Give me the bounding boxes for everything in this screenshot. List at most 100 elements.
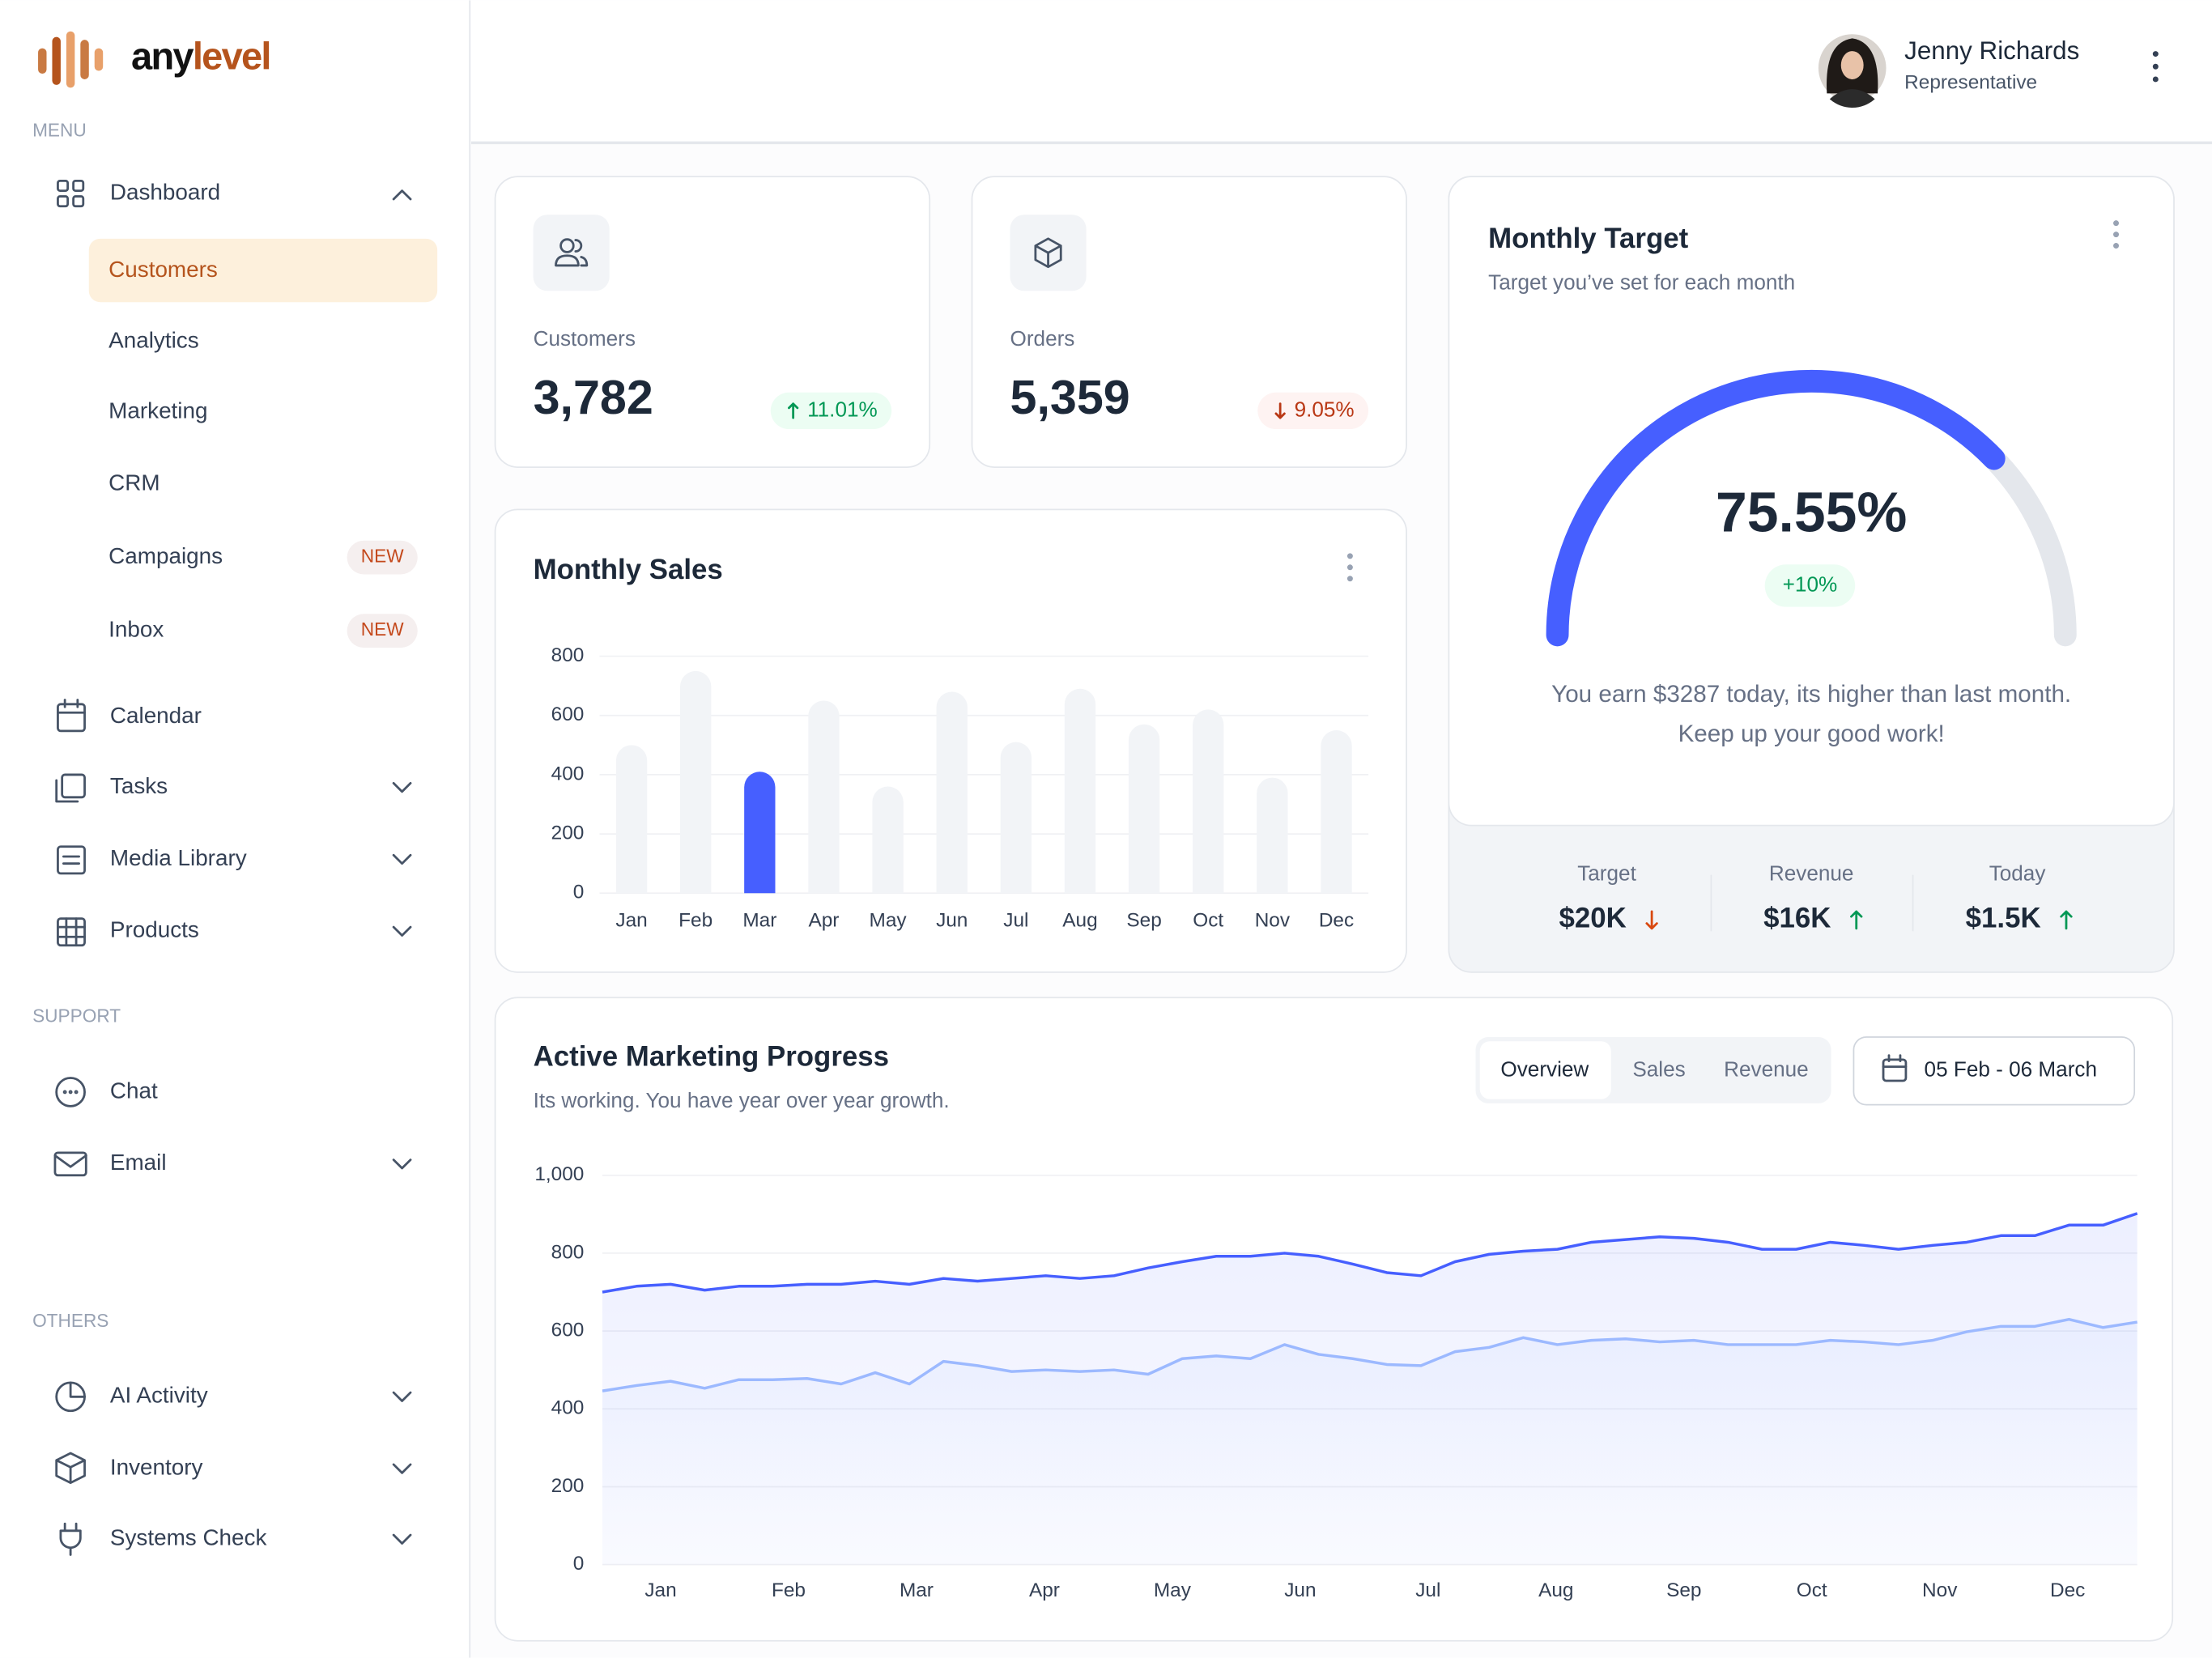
- y-tick-label: 200: [551, 1475, 585, 1497]
- chevron[interactable]: [392, 1391, 412, 1402]
- chevron[interactable]: [392, 925, 412, 937]
- x-tick-label: Dec: [1319, 910, 1354, 932]
- nav-item[interactable]: Systems Check: [110, 1525, 267, 1550]
- badge-text: 11.01%: [807, 397, 878, 421]
- x-tick-label: Mar: [742, 910, 776, 932]
- logo-mark: [38, 31, 104, 88]
- nav-item[interactable]: Products: [110, 917, 199, 942]
- bar: [744, 772, 776, 894]
- icon: [57, 699, 86, 733]
- nav-subitem[interactable]: Marketing: [108, 397, 207, 423]
- stat-card: Orders 5,359 9.05%: [971, 176, 1407, 468]
- nav-subitem[interactable]: Campaigns: [108, 543, 223, 568]
- nav-item[interactable]: Tasks: [110, 773, 168, 798]
- active-pill: [88, 238, 438, 303]
- chart-title: Monthly Sales: [534, 554, 723, 585]
- nav-item[interactable]: Media Library: [110, 845, 247, 870]
- x-tick-label: May: [870, 910, 908, 932]
- user-name: Jenny Richards: [1904, 36, 2079, 65]
- stat-change: 9.05%: [1257, 392, 1369, 430]
- line: [602, 1317, 2138, 1392]
- stat-label: Customers: [534, 326, 636, 351]
- stat-value: 3,782: [534, 370, 653, 424]
- y-tick-label: 200: [551, 823, 585, 844]
- x-tick-label: Apr: [1029, 1579, 1060, 1601]
- header-bg: [470, 0, 2212, 143]
- nav-item[interactable]: Inventory: [110, 1455, 203, 1480]
- card-inner: [1448, 176, 2175, 827]
- menu-dots[interactable]: [2113, 220, 2120, 249]
- date-range[interactable]: 05 Feb - 06 March: [1925, 1057, 2097, 1082]
- chevron[interactable]: [392, 781, 412, 793]
- x-tick-label: Aug: [1538, 1579, 1573, 1601]
- tab[interactable]: Revenue: [1724, 1057, 1809, 1082]
- summary-label: Revenue: [1769, 861, 1854, 886]
- bar: [1064, 688, 1096, 894]
- nav-subitem[interactable]: Customers: [108, 257, 218, 282]
- x-tick-label: Jul: [1003, 910, 1028, 932]
- nav-item[interactable]: Calendar: [110, 703, 202, 728]
- menu-dots[interactable]: [2152, 51, 2159, 83]
- monthly-sales-card: Monthly Sales 0 200 400 600 800 Jan Feb Mar Apr M…: [494, 508, 1407, 973]
- summary-label: Today: [1989, 861, 2047, 886]
- header: Jenny Richards Representative: [470, 0, 2212, 145]
- brand-first: any: [131, 35, 194, 78]
- nav-item[interactable]: Email: [110, 1150, 167, 1175]
- x-tick-label: Sep: [1126, 910, 1161, 932]
- avatar[interactable]: [1818, 34, 1887, 108]
- tab[interactable]: Overview: [1500, 1057, 1589, 1082]
- badge-text: 9.05%: [1295, 397, 1355, 421]
- chevron[interactable]: [392, 1463, 412, 1474]
- x-tick-label: Dec: [2050, 1579, 2085, 1601]
- badge: NEW: [361, 546, 404, 567]
- nav-subitem[interactable]: CRM: [108, 470, 160, 495]
- nav-item[interactable]: Chat: [110, 1078, 158, 1103]
- date-picker[interactable]: [1853, 1036, 2136, 1106]
- nav-subitem[interactable]: Inbox: [108, 617, 164, 642]
- badge: NEW: [361, 619, 404, 640]
- x-tick-label: Feb: [772, 1579, 806, 1601]
- x-tick-label: Oct: [1193, 910, 1223, 932]
- tab[interactable]: Sales: [1632, 1057, 1685, 1082]
- chevron[interactable]: [392, 189, 412, 201]
- bar: [936, 691, 968, 894]
- badge-bg: [770, 392, 892, 430]
- chevron[interactable]: [392, 853, 412, 865]
- arrow: [788, 402, 799, 419]
- menu-dots[interactable]: [1346, 553, 1353, 582]
- stat-value: 5,359: [1010, 370, 1130, 424]
- x-tick-label: Sep: [1666, 1579, 1701, 1601]
- stat-label: Orders: [1010, 326, 1075, 351]
- badge-bg: [347, 614, 418, 648]
- x-tick-label: Mar: [900, 1579, 934, 1601]
- monthly-target-card: Monthly Target Target you’ve set for eac…: [1448, 176, 2175, 973]
- gauge-change: +10%: [1783, 572, 1838, 596]
- y-tick-label: 400: [551, 763, 585, 784]
- nav-subitem[interactable]: Analytics: [108, 327, 198, 352]
- summary-label: Target: [1577, 861, 1636, 886]
- bar: [1193, 709, 1224, 894]
- icon: [55, 1381, 86, 1413]
- icon: [57, 179, 85, 208]
- sidebar: anylevel MENU Dashboard Customers Analyt…: [0, 0, 471, 1658]
- y-tick-label: 0: [573, 882, 585, 903]
- bar: [872, 786, 904, 894]
- chart-subtitle: Target you’ve set for each month: [1488, 270, 1795, 294]
- icon: [57, 845, 86, 875]
- x-tick-label: Jan: [644, 1579, 676, 1601]
- y-tick-label: 1,000: [534, 1163, 584, 1185]
- bar: [1128, 724, 1160, 894]
- chart-title: Monthly Target: [1488, 223, 1688, 254]
- chevron[interactable]: [392, 1533, 412, 1545]
- chevron[interactable]: [392, 1158, 412, 1170]
- x-tick-label: Feb: [678, 910, 713, 932]
- summary-value: $20K: [1559, 903, 1626, 934]
- nav-item[interactable]: Dashboard: [110, 179, 220, 204]
- arrow: [2060, 910, 2073, 930]
- icon: [55, 1077, 86, 1107]
- y-tick-label: 0: [573, 1553, 585, 1575]
- line: [602, 1212, 2138, 1294]
- bar: [1257, 777, 1288, 894]
- icon-box: [533, 215, 610, 291]
- nav-item[interactable]: AI Activity: [110, 1383, 208, 1408]
